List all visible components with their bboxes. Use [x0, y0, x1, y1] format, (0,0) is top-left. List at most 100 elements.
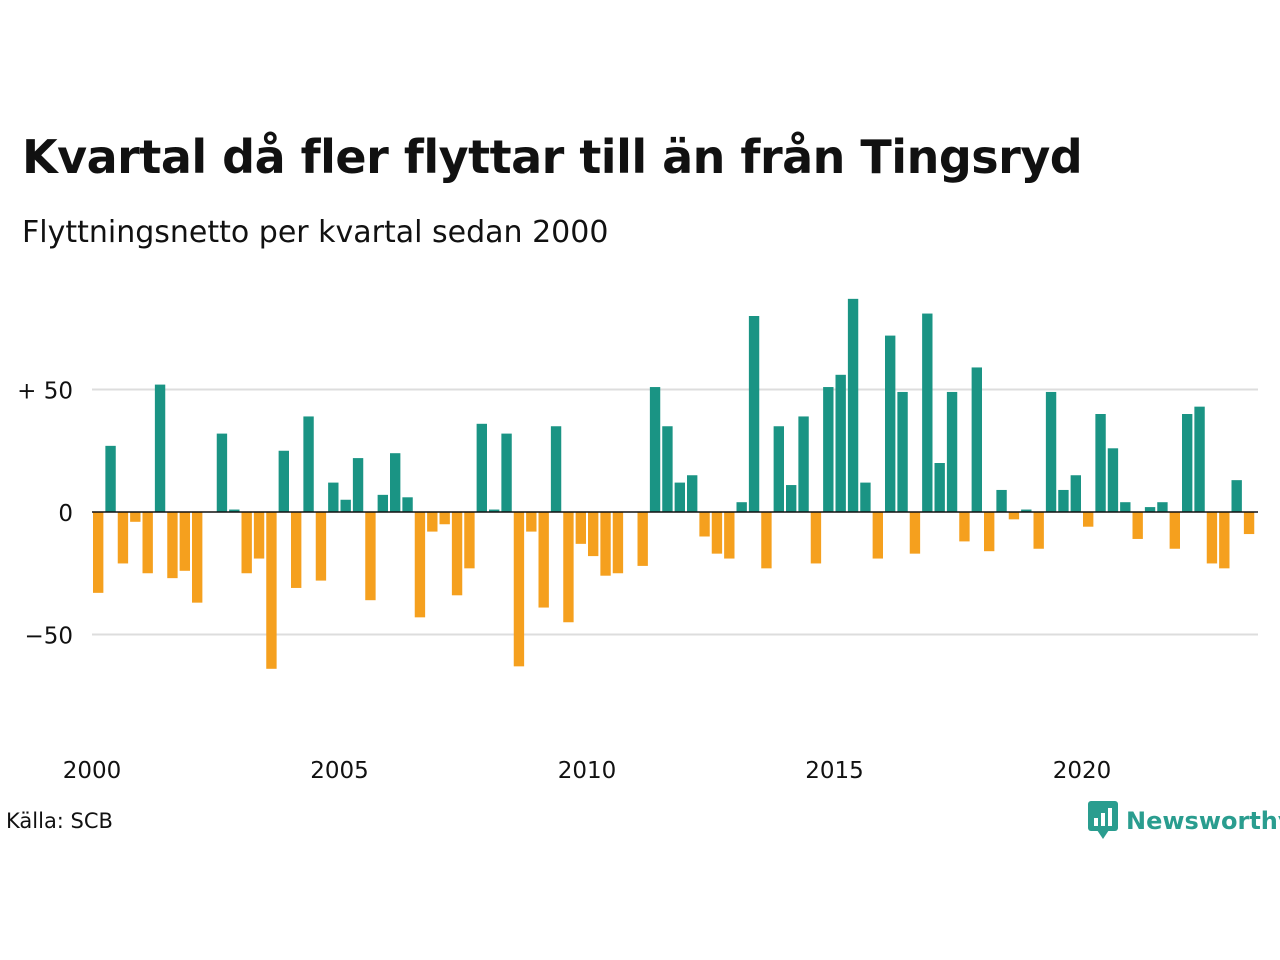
bar [860, 482, 871, 512]
bar [946, 391, 958, 512]
bar [427, 512, 438, 532]
bar [365, 512, 376, 601]
bar [167, 512, 178, 579]
bar [773, 426, 784, 512]
bar [550, 426, 562, 512]
bar [1182, 414, 1193, 512]
bar [253, 512, 265, 559]
bar [1231, 480, 1242, 512]
bar [674, 482, 685, 512]
y-tick-label: 0 [58, 501, 73, 527]
bar [1107, 448, 1119, 512]
bar [1021, 509, 1032, 512]
bar [1157, 502, 1168, 512]
bar [142, 512, 153, 574]
bar [303, 416, 314, 512]
chart-subtitle: Flyttningsnetto per kvartal sedan 2000 [22, 215, 609, 250]
bar [649, 387, 661, 512]
bar [241, 512, 252, 574]
bar [984, 512, 995, 552]
bar [909, 512, 921, 554]
bar [390, 453, 401, 512]
bar [1008, 512, 1020, 520]
bar [1132, 512, 1143, 539]
bar [699, 512, 710, 537]
bar-chart: −50 0 + 50 2000 2005 2010 2015 2020 [17, 298, 1258, 784]
bar [291, 512, 302, 588]
bar [130, 512, 141, 522]
bar [192, 512, 203, 603]
bar [1144, 507, 1156, 512]
bar [278, 450, 289, 512]
y-tick-label: + 50 [17, 379, 73, 405]
bar [971, 367, 982, 512]
bar [786, 485, 797, 512]
bar [266, 512, 277, 669]
bar [451, 512, 463, 596]
bar [513, 512, 525, 667]
brand-logo: Newsworthy [1088, 800, 1280, 842]
bar [93, 512, 104, 593]
x-tick-label: 2020 [1053, 758, 1112, 784]
bar [1194, 406, 1205, 512]
bar [1058, 489, 1069, 512]
bar [464, 512, 475, 569]
bar [328, 482, 339, 512]
bar [872, 512, 883, 559]
bar [600, 512, 611, 576]
chart-title: Kvartal då fler flyttar till än från Tin… [22, 130, 1083, 184]
bar [1045, 391, 1057, 512]
bar [711, 512, 723, 554]
bar [216, 433, 228, 512]
bar [538, 512, 549, 608]
bar [501, 433, 512, 512]
bar [489, 509, 500, 512]
bar [154, 384, 166, 512]
bar [229, 509, 240, 512]
bar [1033, 512, 1044, 549]
bar [847, 298, 859, 512]
bar [563, 512, 574, 623]
bar [959, 512, 970, 542]
bar [315, 512, 327, 581]
bar [885, 335, 896, 512]
bar [1219, 512, 1230, 569]
bar [637, 512, 648, 566]
bar [612, 512, 624, 574]
bar [439, 512, 450, 525]
bar [179, 512, 190, 571]
bar [736, 502, 747, 512]
bar [105, 445, 116, 512]
bar [402, 497, 413, 512]
x-tick-label: 2005 [310, 758, 369, 784]
bar [835, 374, 846, 512]
bar [922, 313, 933, 512]
x-tick-label: 2000 [63, 758, 122, 784]
bar [1083, 512, 1094, 527]
bar [798, 416, 809, 512]
x-tick-label: 2015 [805, 758, 864, 784]
bar [724, 512, 735, 559]
bar [1095, 414, 1106, 512]
bar [414, 512, 426, 618]
source-note: Källa: SCB [6, 809, 113, 833]
bar [588, 512, 599, 557]
bar [352, 458, 364, 512]
bar [810, 512, 822, 564]
bar [117, 512, 129, 564]
bar [377, 494, 388, 512]
bar [897, 391, 908, 512]
bar [1206, 512, 1218, 564]
bar [748, 316, 760, 512]
bar [340, 499, 351, 512]
bar-chart-bubble-icon [1088, 801, 1118, 839]
bar [996, 489, 1007, 512]
bar [526, 512, 537, 532]
bar [823, 387, 834, 512]
bar [687, 475, 698, 512]
bar [1070, 475, 1081, 512]
y-tick-label: −50 [24, 624, 73, 650]
bar [1120, 502, 1131, 512]
x-tick-label: 2010 [558, 758, 617, 784]
bar [761, 512, 772, 569]
